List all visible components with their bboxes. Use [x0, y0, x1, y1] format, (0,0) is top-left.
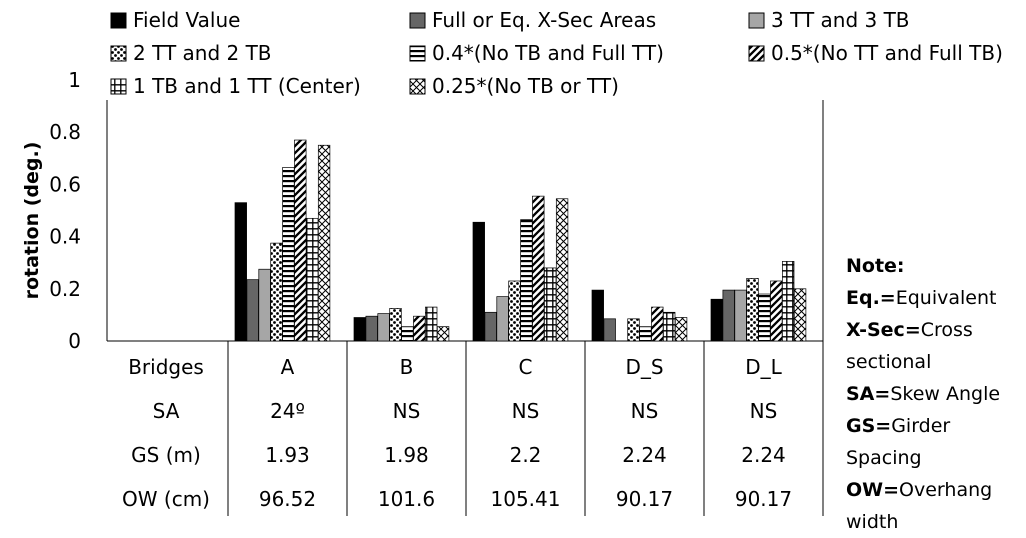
table-cell: NS [631, 399, 659, 423]
legend-swatch [110, 45, 127, 62]
bar-C-0 [472, 221, 485, 342]
table-header-label: Bridges [128, 355, 204, 379]
bar-D_L-3 [746, 278, 759, 342]
x-tick-label: C [519, 355, 533, 379]
x-tick-label: D_L [745, 355, 782, 379]
table-cell: 90.17 [735, 487, 792, 511]
table-cell: 101.6 [378, 487, 435, 511]
table-cell: 105.41 [491, 487, 561, 511]
table-cell: NS [512, 399, 540, 423]
bar-C-6 [544, 267, 557, 342]
bar-D_S-3 [627, 318, 640, 342]
note-entry-eq: Eq.=Equivalent [846, 287, 997, 309]
table-row-label: SA [153, 399, 180, 423]
legend-swatch [409, 78, 426, 95]
table-cell: 1.98 [384, 443, 429, 467]
bar-C-1 [484, 311, 497, 342]
table-row-label: GS (m) [131, 443, 201, 467]
bar-D_S-1 [603, 318, 616, 342]
table-cell: 2.24 [741, 443, 786, 467]
bar-B-2 [377, 313, 390, 342]
note-entry-xsec: X-Sec=Cross sectional [846, 319, 973, 373]
bar-D_L-2 [734, 289, 747, 342]
bar-B-5 [413, 315, 426, 342]
bar-A-0 [234, 202, 247, 342]
y-tick-label: 0.2 [49, 277, 81, 301]
bar-A-6 [306, 217, 319, 342]
bar-B-1 [365, 315, 378, 342]
legend: Field Value Full or Eq. X-Sec Areas 3 TT a… [110, 8, 1003, 98]
y-tick-label: 1 [68, 68, 81, 92]
legend-entry: 0.4*(No TB and Full TT) [432, 41, 664, 65]
x-tick-label: D_S [625, 355, 663, 379]
bar-A-2 [258, 268, 271, 342]
x-tick-label: A [281, 355, 295, 379]
bar-A-5 [294, 139, 307, 342]
bar-A-7 [317, 144, 331, 342]
legend-swatch [409, 45, 426, 62]
bar-D_S-6 [663, 311, 676, 342]
note-box: Note: Eq.=Equivalent X-Sec=Cross section… [846, 250, 1026, 538]
bar-D_L-5 [770, 280, 783, 342]
bar-A-1 [246, 279, 259, 342]
y-tick-label: 0 [68, 329, 81, 353]
x-tick-label: B [400, 355, 414, 379]
table-cell: 1.93 [265, 443, 310, 467]
bar-D_S-5 [651, 306, 664, 342]
table-cell: NS [750, 399, 778, 423]
table-cell: 2.24 [622, 443, 667, 467]
bar-B-3 [389, 308, 402, 342]
note-entry-sa: SA=Skew Angle [846, 383, 1001, 405]
note-entry-ow: OW=Overhang width [846, 479, 993, 533]
legend-entry: 0.25*(No TB or TT) [432, 74, 619, 98]
y-axis-label: rotation (deg.) [21, 142, 43, 300]
note-entry-gs: GS=Girder Spacing [846, 415, 951, 469]
legend-entry: 0.5*(No TT and Full TB) [771, 41, 1003, 65]
legend-swatch [748, 45, 765, 62]
table-cell: 90.17 [616, 487, 673, 511]
legend-swatch [110, 12, 127, 29]
legend-swatch [409, 12, 426, 29]
y-tick-label: 0.6 [49, 172, 81, 196]
bar-D_L-0 [710, 298, 723, 342]
bars [234, 139, 807, 342]
bar-B-6 [425, 306, 438, 342]
bar-D_S-0 [591, 289, 604, 342]
y-tick-label: 0.4 [49, 225, 81, 249]
bar-D_S-7 [674, 317, 688, 342]
legend-entry: 2 TT and 2 TB [133, 41, 272, 65]
bar-C-2 [496, 296, 509, 342]
table-cell: 24º [270, 399, 305, 423]
bar-A-3 [270, 242, 283, 342]
bar-D_L-1 [722, 289, 735, 342]
legend-entry: 1 TB and 1 TT (Center) [133, 74, 361, 98]
bar-C-5 [532, 195, 545, 342]
bar-D_L-6 [782, 261, 795, 342]
legend-swatch [110, 78, 127, 95]
table-row-label: OW (cm) [122, 487, 210, 511]
note-title: Note: [846, 255, 905, 277]
legend-entry: Full or Eq. X-Sec Areas [432, 8, 656, 32]
table-cell: NS [393, 399, 421, 423]
y-tick-label: 0.8 [49, 120, 81, 144]
bar-D_L-7 [793, 288, 807, 342]
bar-C-4 [520, 219, 533, 342]
legend-entry: Field Value [133, 8, 240, 32]
table-cell: 96.52 [259, 487, 316, 511]
legend-entry: 3 TT and 3 TB [771, 8, 910, 32]
bar-D_L-4 [758, 293, 771, 342]
data-table: Bridges A B C D_S D_L SA 24º NS NS NS NS GS (m) 1.93 1… [122, 341, 792, 516]
bar-C-7 [555, 198, 569, 342]
bar-D_S-4 [639, 326, 652, 342]
axes: 0 0.2 0.4 0.6 0.8 1 rotation (deg.) [21, 68, 824, 516]
legend-swatch [748, 12, 765, 29]
table-cell: 2.2 [510, 443, 542, 467]
bar-B-4 [401, 326, 414, 342]
bar-B-7 [436, 326, 450, 342]
bar-A-4 [282, 167, 295, 342]
bar-B-0 [353, 317, 366, 342]
bar-C-3 [508, 280, 521, 342]
